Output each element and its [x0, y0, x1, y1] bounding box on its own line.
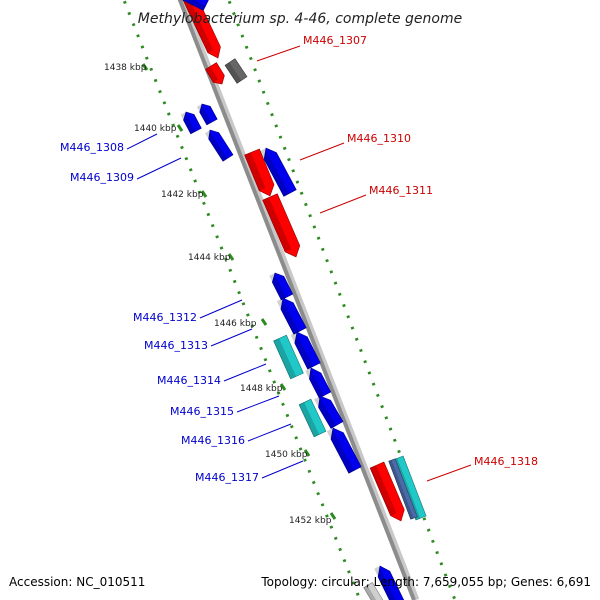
- gene-label-leader: [199, 299, 243, 319]
- gene-label-leader: [426, 464, 472, 482]
- gene-label-leader: [256, 45, 301, 62]
- gene-label-leader: [126, 133, 158, 150]
- kbp-tick-label: 1440 kbp: [134, 124, 177, 134]
- accession-text: Accession: NC_010511: [9, 575, 145, 589]
- gene-m446-1313-rna: [273, 334, 304, 380]
- gene-label-leader: [136, 157, 182, 180]
- gene-m446-1310: [244, 148, 275, 197]
- genome-backbone: [177, 0, 420, 600]
- gene-m446-1309: [205, 129, 234, 162]
- gene-label-reverse: M446_1316: [181, 434, 245, 447]
- gene-label-leader: [236, 395, 280, 413]
- genome-summary-text: Topology: circular; Length: 7,659,055 bp…: [260, 575, 591, 589]
- gene-label-forward: M446_1311: [369, 184, 433, 197]
- gene-label-leader: [261, 460, 304, 479]
- kbp-tick-mark: [329, 512, 337, 520]
- gene-label-reverse: M446_1315: [170, 405, 234, 418]
- gene-small-gray: [224, 58, 248, 84]
- track-forward-outer: [227, 0, 457, 600]
- backbone-line: [177, 0, 416, 600]
- gene-features: [180, 0, 427, 600]
- gene-label-reverse: M446_1309: [70, 171, 134, 184]
- track-reverse-outer: [122, 0, 362, 600]
- dotted-tracks: [122, 0, 457, 600]
- gene-label-forward: M446_1318: [474, 455, 538, 468]
- kbp-tick-label: 1442 kbp: [161, 190, 204, 200]
- gene-bottom-gray: [363, 581, 384, 600]
- gene-label-forward: M446_1310: [347, 132, 411, 145]
- kbp-ticks: 1438 kbp 1440 kbp 1442 kbp 1444 kbp 1446 kbp…: [104, 63, 337, 526]
- kbp-tick-label: 1446 kbp: [214, 319, 257, 329]
- gene-label-leader: [210, 328, 253, 347]
- genome-title: Methylobacterium sp. 4-46, complete geno…: [138, 11, 462, 27]
- kbp-tick-label: 1450 kbp: [265, 450, 308, 460]
- gene-label-leader: [223, 363, 267, 382]
- kbp-tick-mark: [260, 318, 268, 326]
- gene-label-reverse: M446_1314: [157, 374, 221, 387]
- gene-labels: M446_1307 M446_1310 M446_1311 M446_1318 M446…: [60, 34, 538, 484]
- kbp-tick-label: 1438 kbp: [104, 63, 147, 73]
- gene-m446-1307: [205, 62, 225, 85]
- kbp-tick-mark: [279, 383, 287, 391]
- gene-m446-1316: [326, 427, 362, 474]
- kbp-tick-label: 1448 kbp: [240, 384, 283, 394]
- gene-m446-1315: [314, 395, 344, 429]
- gene-label-leader: [319, 194, 367, 214]
- gene-m446-1311: [262, 193, 301, 258]
- kbp-tick-mark: [200, 190, 208, 198]
- gene-label-forward: M446_1307: [303, 34, 367, 47]
- gene-m446-1315-rna: [298, 398, 327, 438]
- gene-m446-1318-reverse: [388, 458, 418, 520]
- gene-m446-1308: [180, 111, 202, 135]
- gene-label-reverse: M446_1312: [133, 311, 197, 324]
- kbp-tick-label: 1444 kbp: [188, 253, 231, 263]
- gene-bottom-reverse: [374, 565, 405, 600]
- gene-label-leader: [299, 142, 345, 161]
- gene-m446-1308b: [196, 103, 218, 126]
- gene-m446-1318-forward: [369, 461, 405, 522]
- kbp-tick-mark: [176, 124, 184, 132]
- gene-top-reverse-partial: [181, 0, 209, 11]
- gene-label-reverse: M446_1308: [60, 141, 124, 154]
- gene-m446-1312b: [276, 297, 307, 335]
- kbp-tick-mark: [303, 449, 311, 457]
- gene-top-forward: [182, 0, 221, 59]
- kbp-tick-label: 1452 kbp: [289, 516, 332, 526]
- kbp-tick-mark: [227, 253, 235, 261]
- gene-label-leader: [247, 423, 292, 442]
- gene-label-reverse: M446_1313: [144, 339, 208, 352]
- gene-label-reverse: M446_1317: [195, 471, 259, 484]
- gene-m446-1310-reverse: [259, 147, 297, 197]
- gene-m446-1313: [290, 331, 321, 370]
- kbp-tick-mark: [141, 63, 149, 71]
